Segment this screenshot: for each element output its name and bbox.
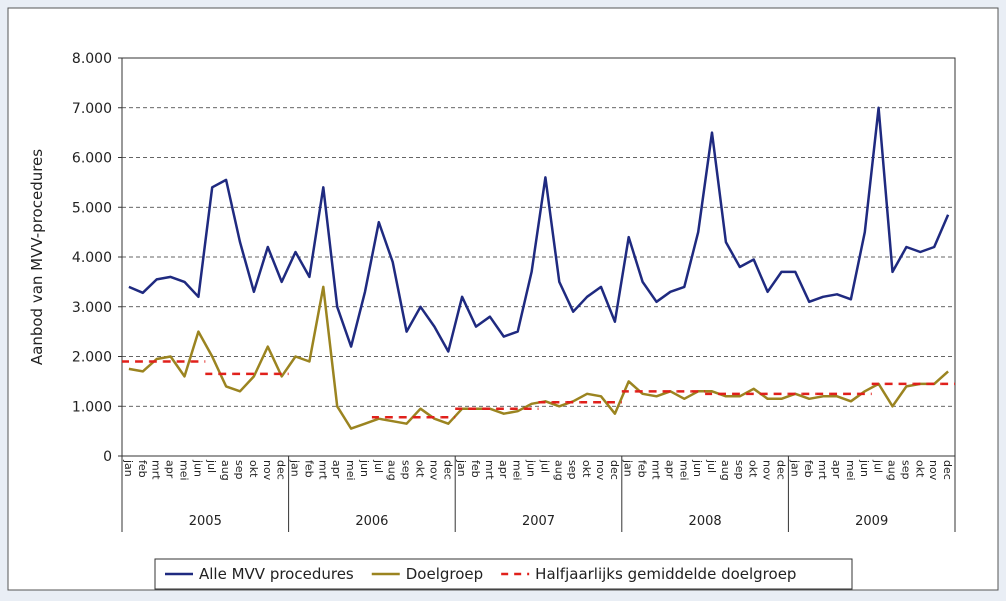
x-tick-label: jul: [205, 459, 218, 473]
x-tick-label: aug: [886, 460, 899, 481]
x-tick-label: dec: [774, 460, 787, 480]
x-tick-label: dec: [275, 460, 288, 480]
x-tick-label: jul: [372, 459, 385, 473]
x-tick-label: nov: [594, 460, 607, 481]
x-tick-label: mei: [344, 460, 357, 481]
x-tick-label: apr: [663, 460, 676, 479]
x-tick-label: apr: [164, 460, 177, 479]
x-tick-label: dec: [941, 460, 954, 480]
x-tick-label: jul: [538, 459, 551, 473]
x-tick-label: mei: [511, 460, 524, 481]
x-tick-label: mrt: [650, 460, 663, 480]
x-tick-label: jul: [872, 459, 885, 473]
x-tick-label: feb: [302, 460, 315, 478]
x-tick-label: jan: [122, 459, 135, 477]
x-tick-label: okt: [913, 460, 926, 478]
x-tick-label: feb: [802, 460, 815, 478]
group-label: 2006: [355, 514, 388, 529]
x-tick-label: apr: [497, 460, 510, 479]
legend: Alle MVV procedures Doelgroep Halfjaarlijk…: [154, 558, 853, 590]
y-tick-label: 0: [103, 449, 112, 465]
group-label: 2005: [189, 514, 222, 529]
x-tick-label: aug: [219, 460, 232, 481]
legend-label: Alle MVV procedures: [199, 565, 354, 583]
x-tick-label: nov: [761, 460, 774, 481]
x-tick-label: dec: [441, 460, 454, 480]
x-tick-label: nov: [427, 460, 440, 481]
x-tick-label: jun: [858, 459, 871, 477]
y-tick-label: 6.000: [72, 151, 112, 167]
x-tick-label: sep: [566, 460, 579, 479]
x-tick-label: feb: [136, 460, 149, 478]
group-label: 2007: [522, 514, 555, 529]
y-tick-label: 7.000: [72, 101, 112, 117]
y-tick-label: 2.000: [72, 350, 112, 366]
x-tick-label: nov: [261, 460, 274, 481]
x-tick-label: jan: [622, 459, 635, 477]
x-tick-label: sep: [899, 460, 912, 479]
legend-label: Halfjaarlijks gemiddelde doelgroep: [535, 565, 796, 583]
x-tick-label: okt: [580, 460, 593, 478]
x-tick-label: aug: [719, 460, 732, 481]
y-tick-label: 5.000: [72, 200, 112, 216]
x-tick-label: jan: [289, 459, 302, 477]
x-tick-label: jul: [705, 459, 718, 473]
x-tick-label: jun: [691, 459, 704, 477]
y-tick-label: 8.000: [72, 51, 112, 67]
x-tick-label: nov: [927, 460, 940, 481]
group-label: 2009: [855, 514, 888, 529]
x-tick-label: sep: [733, 460, 746, 479]
y-tick-label: 1.000: [72, 399, 112, 415]
x-tick-label: mei: [177, 460, 190, 481]
y-tick-label: 3.000: [72, 300, 112, 316]
y-axis-label: Aanbod van MVV-procedures: [28, 149, 46, 365]
x-tick-label: mrt: [316, 460, 329, 480]
x-tick-label: feb: [636, 460, 649, 478]
plot-area: [121, 57, 956, 457]
x-tick-label: jan: [455, 459, 468, 477]
x-tick-label: dec: [608, 460, 621, 480]
x-tick-label: feb: [469, 460, 482, 478]
x-tick-label: aug: [386, 460, 399, 481]
x-tick-label: mrt: [816, 460, 829, 480]
x-tick-label: jun: [358, 459, 371, 477]
group-label: 2008: [689, 514, 722, 529]
x-tick-label: okt: [413, 460, 426, 478]
x-tick-label: mrt: [150, 460, 163, 480]
x-tick-label: okt: [747, 460, 760, 478]
series-line: [128, 106, 950, 353]
x-tick-label: sep: [233, 460, 246, 479]
x-tick-label: jun: [525, 459, 538, 477]
x-tick-label: apr: [330, 460, 343, 479]
y-tick-label: 4.000: [72, 250, 112, 266]
x-tick-label: jun: [191, 459, 204, 477]
x-tick-label: mei: [677, 460, 690, 481]
x-tick-label: jan: [788, 459, 801, 477]
legend-label: Doelgroep: [406, 565, 483, 583]
x-tick-label: sep: [400, 460, 413, 479]
chart-frame: [7, 7, 999, 591]
x-tick-label: apr: [830, 460, 843, 479]
x-tick-label: okt: [247, 460, 260, 478]
x-tick-label: mei: [844, 460, 857, 481]
x-tick-label: aug: [552, 460, 565, 481]
x-tick-label: mrt: [483, 460, 496, 480]
